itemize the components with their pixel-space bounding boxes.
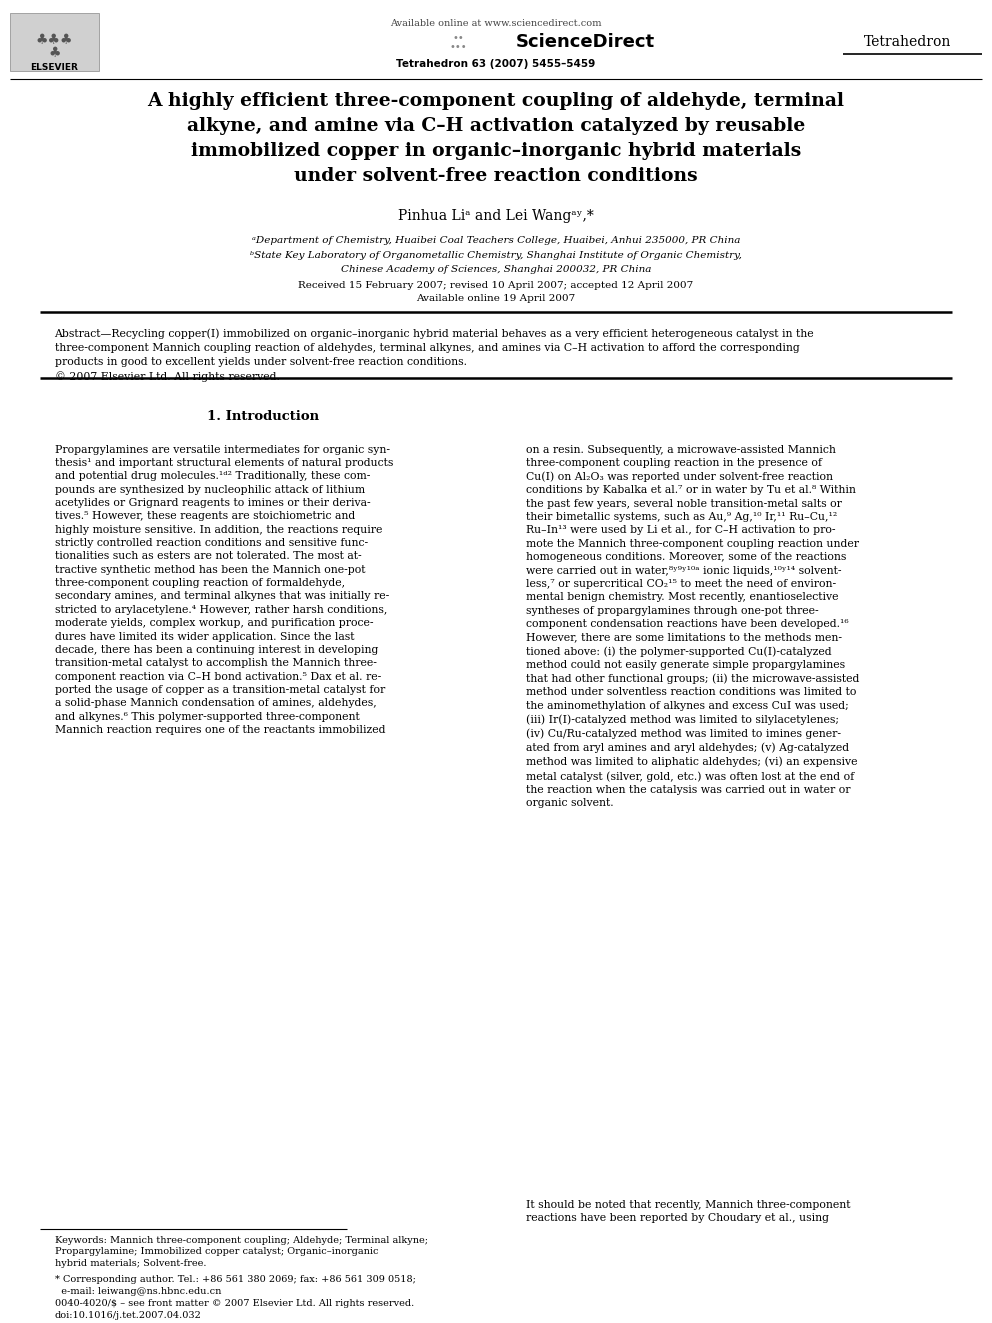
Text: ••
•••: •• ••• (449, 33, 467, 52)
Text: Available online 19 April 2007: Available online 19 April 2007 (417, 295, 575, 303)
Text: Available online at www.sciencedirect.com: Available online at www.sciencedirect.co… (390, 20, 602, 28)
Text: ♣♣♣
♣: ♣♣♣ ♣ (36, 33, 73, 60)
Text: It should be noted that recently, Mannich three-component
reactions have been re: It should be noted that recently, Mannic… (526, 1200, 850, 1224)
Text: Chinese Academy of Sciences, Shanghai 200032, PR China: Chinese Academy of Sciences, Shanghai 20… (341, 266, 651, 274)
Text: Keywords: Mannich three-component coupling; Aldehyde; Terminal alkyne;
Propargyl: Keywords: Mannich three-component coupli… (55, 1236, 428, 1269)
Text: ScienceDirect: ScienceDirect (516, 33, 655, 52)
Text: Received 15 February 2007; revised 10 April 2007; accepted 12 April 2007: Received 15 February 2007; revised 10 Ap… (299, 282, 693, 290)
Text: Pinhua Liᵃ and Lei Wangᵃʸ,*: Pinhua Liᵃ and Lei Wangᵃʸ,* (398, 209, 594, 222)
Bar (10, 13, 99, 71)
Text: ELSEVIER: ELSEVIER (31, 64, 78, 71)
Text: * Corresponding author. Tel.: +86 561 380 2069; fax: +86 561 309 0518;
  e-mail:: * Corresponding author. Tel.: +86 561 38… (55, 1275, 416, 1297)
Text: A highly efficient three-component coupling of aldehyde, terminal
alkyne, and am: A highly efficient three-component coupl… (148, 93, 844, 185)
Text: 1. Introduction: 1. Introduction (206, 410, 319, 423)
Text: Propargylamines are versatile intermediates for organic syn-
thesis¹ and importa: Propargylamines are versatile intermedia… (55, 445, 393, 736)
Text: Tetrahedron: Tetrahedron (864, 36, 951, 49)
Text: Tetrahedron 63 (2007) 5455–5459: Tetrahedron 63 (2007) 5455–5459 (397, 58, 595, 69)
Text: 0040-4020/$ – see front matter © 2007 Elsevier Ltd. All rights reserved.
doi:10.: 0040-4020/$ – see front matter © 2007 El… (55, 1299, 414, 1320)
Text: ᵇState Key Laboratory of Organometallic Chemistry, Shanghai Institute of Organic: ᵇState Key Laboratory of Organometallic … (250, 251, 742, 259)
Text: Abstract—Recycling copper(I) immobilized on organic–inorganic hybrid material be: Abstract—Recycling copper(I) immobilized… (55, 328, 814, 382)
Text: ᵃDepartment of Chemistry, Huaibei Coal Teachers College, Huaibei, Anhui 235000, : ᵃDepartment of Chemistry, Huaibei Coal T… (252, 237, 740, 245)
Text: on a resin. Subsequently, a microwave-assisted Mannich
three-component coupling : on a resin. Subsequently, a microwave-as… (526, 445, 859, 808)
